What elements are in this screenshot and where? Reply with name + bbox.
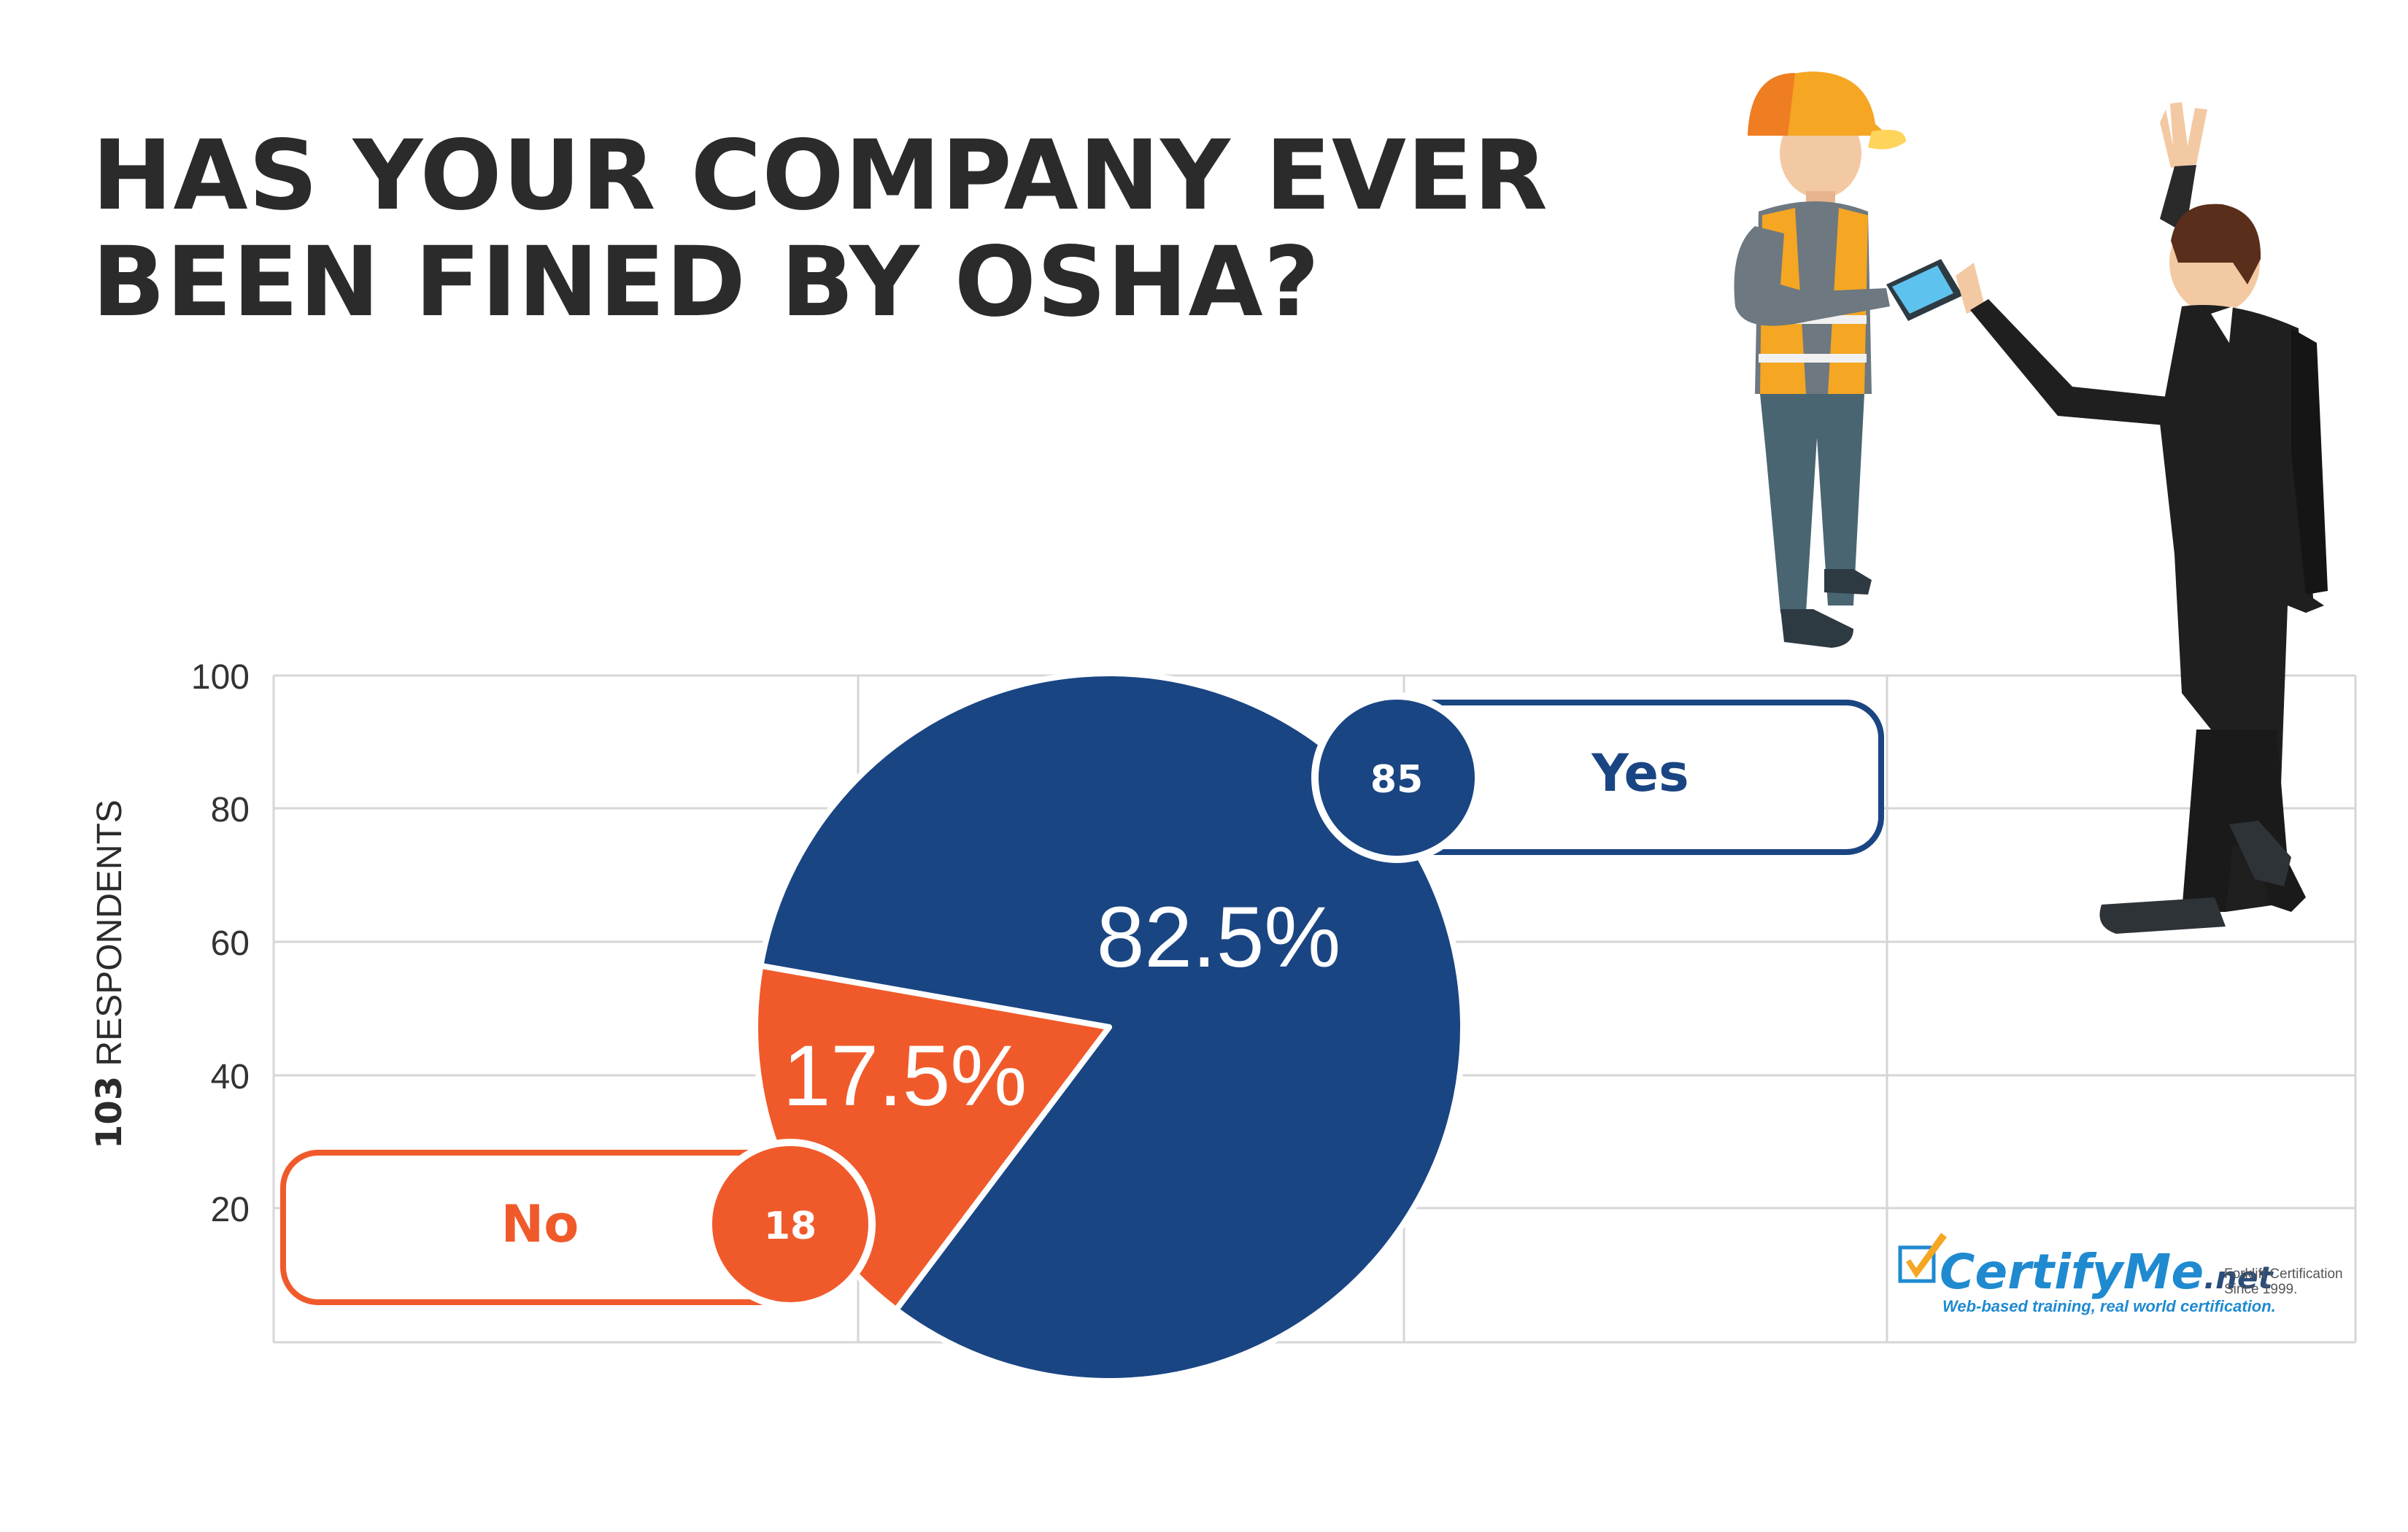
title-line-1: HAS YOUR COMPANY EVER [92,120,1548,232]
y-axis-label: 103 RESPONDENTS [89,800,130,1149]
brand-name-main: CertifyMe [1940,1244,2204,1300]
y-tick-20: 20 [211,1191,250,1229]
legend-yes-count-badge [1311,692,1482,863]
legend-yes-count: 85 [1370,758,1423,802]
y-tick-80: 80 [211,791,250,829]
pie-label-no-percent: 17.5% [783,1028,1027,1124]
legend-no: No 18 [280,1139,876,1309]
legend-no-label: No [501,1194,579,1254]
brand-checkmark-icon [1906,1233,1947,1278]
safety-worker-icon [1734,71,1963,648]
chart-title: HAS YOUR COMPANY EVER BEEN FINED BY OSHA… [92,123,1697,336]
y-tick-100: 100 [191,658,250,697]
title-line-2: BEEN FINED BY OSHA? [92,226,1321,338]
y-axis-label-number: 103 [89,1076,130,1149]
legend-no-count-badge [705,1139,876,1309]
pie-label-yes-percent: 82.5% [1097,889,1341,986]
legend-yes-label: Yes [1591,743,1689,803]
legend-yes: Yes 85 [1311,692,1884,863]
y-tick-60: 60 [211,924,250,963]
brand-note-line-2: Since 1999. [2224,1282,2297,1297]
brand-name: CertifyMe.net [1940,1244,2274,1300]
brand-name-suffix: .net [2204,1260,2274,1296]
brand-tagline: Web-based training, real world certifica… [1942,1297,2276,1315]
y-axis-ticks: 100 80 60 40 20 [191,658,250,1229]
businessman-icon [1956,102,2328,934]
brand-logo: CertifyMe.net Forklift Certification Sin… [1898,1233,2343,1315]
legend-no-count: 18 [764,1204,817,1248]
y-tick-40: 40 [211,1058,250,1096]
y-axis-label-text: RESPONDENTS [90,800,129,1076]
brand-note-line-1: Forklift Certification [2224,1266,2343,1282]
